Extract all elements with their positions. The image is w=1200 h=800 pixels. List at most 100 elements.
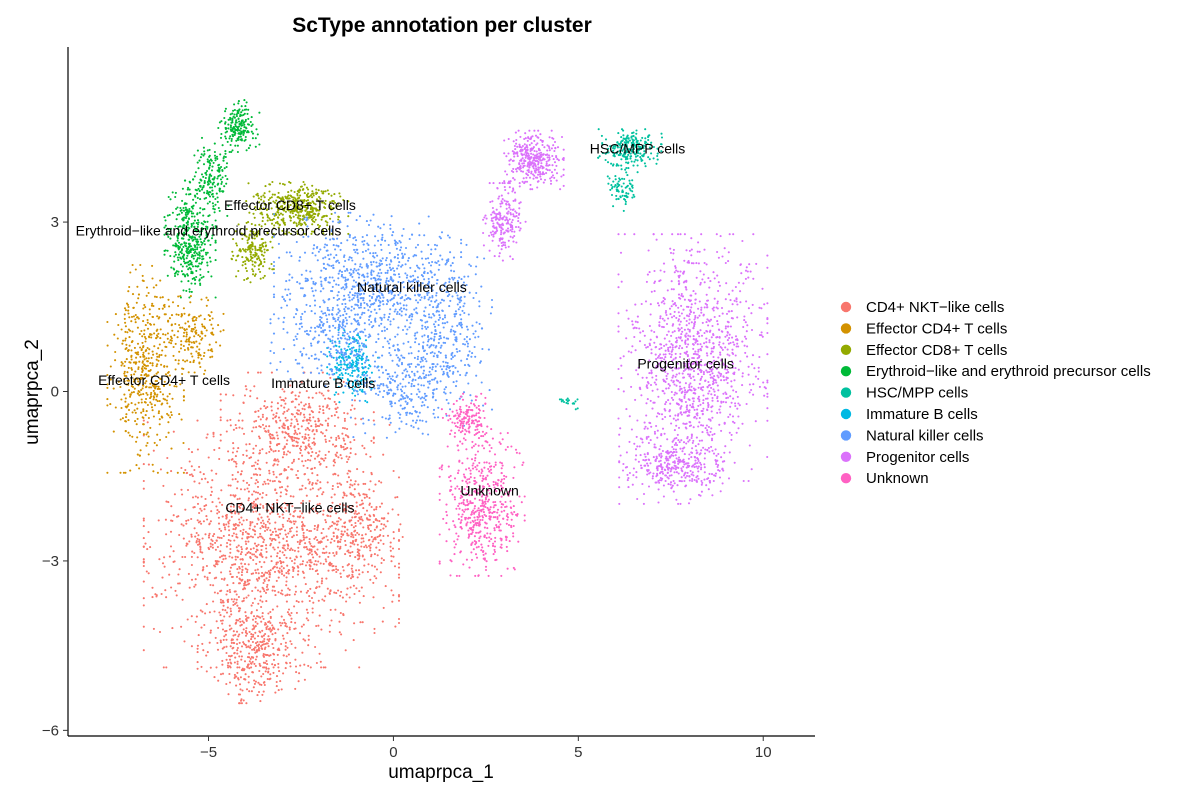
- data-point: [277, 628, 280, 631]
- data-point: [263, 579, 266, 583]
- data-point: [222, 524, 226, 527]
- data-point: [190, 215, 194, 218]
- data-point: [299, 664, 302, 667]
- data-point: [330, 538, 333, 541]
- data-point: [315, 451, 318, 455]
- data-point: [258, 201, 261, 204]
- data-point: [180, 625, 183, 628]
- data-point: [273, 663, 276, 667]
- data-point: [293, 549, 296, 552]
- data-point: [311, 451, 314, 454]
- data-point: [238, 609, 241, 612]
- data-point: [308, 551, 311, 555]
- data-point: [207, 193, 210, 196]
- data-point: [348, 456, 351, 459]
- data-point: [114, 350, 117, 354]
- data-point: [181, 598, 184, 601]
- data-point: [232, 528, 235, 531]
- data-point: [322, 509, 325, 512]
- data-point: [625, 192, 628, 195]
- data-point: [217, 206, 220, 210]
- data-point: [204, 176, 207, 180]
- data-point: [246, 239, 249, 242]
- data-point: [212, 535, 215, 538]
- data-point: [196, 246, 199, 249]
- data-point: [304, 564, 308, 567]
- data-point: [228, 570, 231, 573]
- data-point: [255, 510, 258, 513]
- data-point: [241, 565, 244, 568]
- data-point: [156, 400, 159, 403]
- data-point: [282, 637, 285, 640]
- data-point: [370, 555, 373, 558]
- data-point: [177, 241, 181, 244]
- data-point: [190, 341, 193, 344]
- data-point: [197, 167, 200, 170]
- data-point: [353, 622, 356, 625]
- data-point: [188, 188, 191, 191]
- data-point: [632, 164, 635, 167]
- data-point: [191, 265, 195, 268]
- data-point: [219, 178, 223, 181]
- data-point: [245, 108, 248, 111]
- data-point: [180, 280, 183, 283]
- data-point: [169, 416, 172, 419]
- data-point: [276, 534, 279, 537]
- data-point: [236, 666, 239, 669]
- data-point: [311, 184, 314, 187]
- data-point: [311, 441, 314, 445]
- data-point: [297, 437, 300, 440]
- data-point: [355, 587, 358, 590]
- data-point: [284, 397, 287, 400]
- data-point: [236, 150, 239, 154]
- data-point: [177, 362, 180, 365]
- data-point: [169, 545, 173, 548]
- data-point: [375, 577, 378, 580]
- data-point: [258, 683, 261, 686]
- data-point: [324, 190, 327, 193]
- data-point: [114, 359, 117, 362]
- data-point: [185, 257, 188, 260]
- data-point: [245, 542, 248, 546]
- data-point: [343, 411, 346, 415]
- data-point: [252, 615, 256, 618]
- data-point: [241, 247, 245, 251]
- data-point: [277, 546, 280, 549]
- data-point: [221, 176, 224, 179]
- data-point: [258, 449, 262, 452]
- data-point: [123, 393, 126, 396]
- data-point: [279, 491, 283, 494]
- data-point: [209, 494, 212, 497]
- data-point: [239, 127, 242, 130]
- data-point: [307, 664, 310, 667]
- data-point: [240, 579, 243, 582]
- data-point: [171, 519, 174, 522]
- data-point: [248, 667, 251, 670]
- data-point: [214, 219, 217, 222]
- data-point: [165, 399, 168, 402]
- data-point: [229, 118, 232, 121]
- data-point: [198, 278, 201, 281]
- data-point: [164, 518, 167, 521]
- data-point: [285, 493, 288, 496]
- data-point: [146, 421, 149, 424]
- data-point: [597, 128, 600, 131]
- data-point: [199, 471, 202, 474]
- data-point: [191, 319, 194, 322]
- data-point: [346, 550, 349, 553]
- data-point: [151, 277, 154, 280]
- data-point: [294, 590, 297, 593]
- data-point: [288, 626, 291, 629]
- data-point: [178, 213, 181, 216]
- data-point: [351, 564, 354, 567]
- data-point: [198, 189, 201, 192]
- data-point: [217, 522, 221, 525]
- data-point: [259, 204, 263, 207]
- data-point: [290, 468, 293, 471]
- data-point: [643, 162, 646, 165]
- data-point: [201, 323, 204, 326]
- data-point: [150, 391, 153, 394]
- data-point: [296, 573, 300, 576]
- data-point: [164, 313, 167, 316]
- data-point: [229, 135, 232, 138]
